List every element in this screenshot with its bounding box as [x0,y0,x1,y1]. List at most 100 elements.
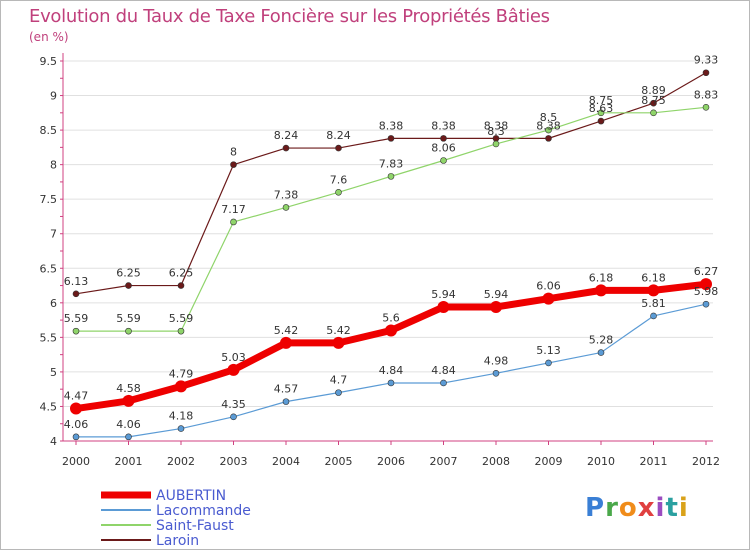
grid-lines [63,60,713,442]
y-tick-label: 4 [50,435,57,448]
data-label: 5.42 [326,324,351,337]
data-point [545,135,552,142]
data-label: 6.25 [169,267,194,280]
data-label: 6.27 [694,265,719,278]
data-label: 5.28 [589,334,614,347]
data-point [227,363,240,376]
data-point [282,398,290,405]
x-tick-label: 2002 [167,455,195,468]
legend-label: Laroin [156,533,199,549]
data-label: 6.13 [64,275,89,288]
data-point [492,140,500,148]
data-point [387,173,395,180]
data-label: 5.59 [116,312,141,325]
data-point [125,282,132,289]
data-labels: 4.47 4.58 4.79 5.03 5.42 5.42 5.6 5.94 5.94 6.06 6… [64,54,719,431]
data-label: 4.47 [64,390,89,403]
logo-letter: o [618,493,638,523]
logo-letter: i [655,493,666,523]
data-point [230,161,237,168]
data-label: 4.57 [274,383,299,396]
data-point [385,324,397,337]
x-tick-label: 2001 [115,455,143,468]
x-tick-label: 2010 [587,455,615,468]
data-point [702,69,710,77]
data-label: 4.58 [116,382,141,395]
logo-letter: t [665,493,679,523]
data-point [545,126,552,134]
data-point [282,144,290,152]
legend-label: Lacommande [156,503,251,519]
x-tick-label: 2008 [482,455,510,468]
axes: 4 4.5 5 5.5 6 6.5 7 7.5 8 8.5 9 9.5 2000 2001 2002 2003… [40,53,720,468]
data-point [542,292,555,305]
data-label: 5.94 [431,288,456,301]
data-point [650,99,657,107]
data-point [437,300,450,313]
data-point [387,135,395,142]
legend-label: Saint-Faust [156,518,234,534]
data-label: 5.03 [221,351,246,364]
data-label: 6.18 [641,271,666,284]
data-point [125,327,132,335]
data-label: 7.38 [274,188,299,201]
data-label: 8.63 [589,102,614,115]
data-point [545,359,552,367]
data-label: 8.75 [641,94,666,107]
chart-title: Evolution du Taux de Taxe Foncière sur l… [29,6,550,27]
data-point [595,284,607,297]
data-label: 4.84 [379,364,404,377]
data-label: 8.38 [431,119,456,132]
data-label: 8.38 [536,119,561,132]
data-point [280,336,292,349]
data-label: 5.59 [64,312,89,325]
x-tick-label: 2009 [535,455,563,468]
data-point [125,433,132,441]
data-label: 5.94 [484,288,509,301]
data-label: 8.3 [487,125,505,138]
y-tick-label: 7.5 [40,193,58,206]
data-label: 8.24 [274,129,299,142]
data-point [650,109,657,117]
y-tick-label: 6.5 [40,262,58,275]
data-point [72,290,80,298]
proxiti-logo: Proxiti [585,493,689,523]
data-point [230,218,237,226]
data-label: 5.59 [169,312,194,325]
data-label: 4.06 [116,418,141,431]
data-label: 5.42 [274,324,299,337]
logo-letter: P [585,493,606,523]
data-label: 5.81 [641,297,666,310]
y-tick-label: 8.5 [40,124,58,137]
data-point [647,284,660,297]
data-point [440,135,447,142]
data-point [597,349,605,356]
data-label: 6.25 [116,267,141,280]
data-point [650,312,657,320]
y-tick-label: 9.5 [40,55,58,68]
data-label: 8.83 [694,88,719,101]
data-point [332,336,345,349]
data-point [335,389,342,396]
data-point [122,394,135,407]
x-tick-label: 2007 [430,455,458,468]
y-tick-label: 8 [50,159,57,172]
data-point [702,300,710,308]
x-tick-label: 2003 [220,455,248,468]
data-point [440,157,447,164]
data-label: 4.7 [330,374,348,387]
data-point [177,282,185,289]
data-point [440,379,447,387]
x-tick-label: 2011 [640,455,668,468]
x-tick-label: 2005 [325,455,353,468]
data-label: 4.18 [169,410,194,423]
data-point [700,278,712,291]
data-label: 8.24 [326,129,351,142]
unit-label: (en %) [29,30,69,44]
x-tick-label: 2004 [272,455,300,468]
data-label: 5.6 [382,311,400,324]
data-point [72,327,80,335]
data-point [597,109,605,117]
